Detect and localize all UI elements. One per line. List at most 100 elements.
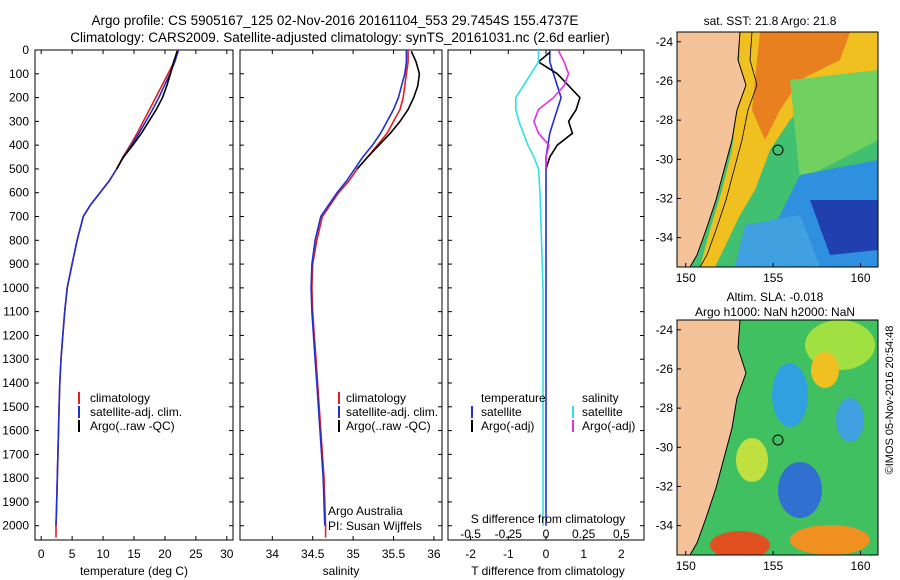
depth-tick-label: 1400 — [2, 376, 29, 390]
sst-coastline — [689, 32, 747, 267]
difference-top-tick-label: -0.5 — [460, 527, 481, 541]
depth-tick-label: 1900 — [2, 495, 29, 509]
depth-tick-label: 1100 — [3, 305, 29, 319]
depth-tick-label: 200 — [9, 91, 29, 105]
salinity-xtick-label: 34 — [266, 547, 280, 561]
depth-tick-label: 300 — [9, 114, 29, 128]
sst-map-title: sat. SST: 21.8 Argo: 21.8 — [704, 14, 837, 28]
salinity-xtick-label: 35 — [346, 547, 360, 561]
sla-map-title-line2: Argo h1000: NaN h2000: NaN — [695, 305, 855, 319]
sla-map-xtick-label: 160 — [851, 559, 871, 573]
sst-map-ytick-label: -24 — [656, 35, 674, 49]
difference-legend: temperature satellite Argo(-adj) salinit… — [471, 391, 635, 433]
sla-high-3 — [790, 525, 870, 555]
difference-line-temperature-argo-adj — [537, 51, 581, 170]
sla-high-4 — [710, 531, 770, 555]
depth-tick-label: 800 — [9, 233, 29, 247]
salinity-series — [310, 50, 421, 538]
temperature-xtick-label: 30 — [220, 547, 234, 561]
temperature-line-satellite-adj-clim — [55, 50, 180, 526]
difference-xtick-label: -2 — [465, 547, 476, 561]
sla-map-ytick-label: -26 — [656, 362, 674, 376]
temperature-xtick-label: 5 — [69, 547, 76, 561]
sla-map-frame — [676, 319, 879, 556]
temperature-xtick-label: 25 — [189, 547, 203, 561]
difference-xlabel-top: S difference from climatology — [471, 512, 626, 526]
sst-map-frame — [676, 31, 879, 268]
salinity-xtick-label: 35.5 — [382, 547, 406, 561]
temperature-line-climatology — [55, 50, 179, 538]
sla-map-title-line1: Altim. SLA: -0.018 — [727, 290, 824, 304]
sla-map-ytick-label: -24 — [656, 323, 674, 337]
sst-map-xtick-label: 155 — [763, 271, 783, 285]
legend-label-temperature-argo: Argo(-adj) — [481, 419, 534, 433]
difference-xtick-label: 1 — [580, 547, 587, 561]
sla-low-3 — [778, 462, 822, 518]
sst-map-ytick-label: -30 — [656, 152, 674, 166]
difference-xtick-label: -1 — [503, 547, 514, 561]
sla-map-ytick-label: -30 — [656, 440, 674, 454]
salinity-legend: climatology satellite-adj. clim. Argo(..… — [338, 391, 438, 433]
depth-tick-label: 600 — [9, 186, 29, 200]
difference-xlabel: T difference from climatology — [471, 564, 625, 578]
sst-map-ytick-label: -28 — [656, 113, 674, 127]
salinity-xtick-label: 36 — [427, 547, 441, 561]
salinity-line-argo-raw-qc — [356, 50, 421, 170]
depth-tick-label: 500 — [9, 162, 29, 176]
chart-title-line2: Climatology: CARS2009. Satellite-adjuste… — [70, 30, 610, 45]
depth-tick-label: 700 — [9, 210, 29, 224]
temperature-xtick-label: 0 — [38, 547, 45, 561]
depth-tick-label: 1700 — [2, 447, 29, 461]
sst-map-xtick-label: 150 — [676, 271, 696, 285]
sst-map-xtick-label: 160 — [851, 271, 871, 285]
depth-tick-label: 1800 — [2, 471, 29, 485]
legend-label-satellite: satellite-adj. clim. — [90, 405, 182, 419]
salinity-line-climatology — [311, 50, 409, 538]
salinity-axes — [239, 49, 443, 541]
difference-xtick-label: 2 — [618, 547, 625, 561]
legend-title-salinity: salinity — [582, 391, 619, 405]
argo-position-marker — [772, 144, 784, 156]
difference-top-tick-label: -0.25 — [495, 527, 523, 541]
sst-green-band — [790, 70, 878, 180]
depth-tick-label: 400 — [9, 138, 29, 152]
sla-map-ytick-label: -28 — [656, 401, 674, 415]
legend-label-salinity-satellite: satellite — [582, 405, 623, 419]
sla-map-xtick-label: 150 — [676, 559, 696, 573]
difference-top-tick-label: 0.5 — [613, 527, 630, 541]
sst-warm-core — [752, 32, 850, 140]
salinity-line-satellite-adj-clim — [310, 50, 408, 526]
depth-tick-label: 0 — [22, 43, 29, 57]
annotation-argo-australia: Argo Australia — [328, 504, 403, 518]
temperature-xtick-label: 15 — [127, 547, 141, 561]
temperature-xtick-label: 20 — [158, 547, 172, 561]
difference-line-temperature-satellite — [545, 50, 562, 526]
sst-warm-current — [700, 32, 878, 267]
sla-map-xtick-label: 155 — [763, 559, 783, 573]
depth-tick-label: 900 — [9, 257, 29, 271]
difference-top-tick-label: 0 — [543, 527, 550, 541]
legend-label-temperature-satellite: satellite — [481, 405, 522, 419]
temperature-axes — [34, 49, 234, 541]
sla-map — [677, 320, 878, 555]
temperature-xlabel: temperature (deg C) — [80, 564, 188, 578]
depth-tick-label: 1200 — [2, 328, 29, 342]
temperature-legend: climatology satellite-adj. clim. Argo(..… — [78, 391, 182, 433]
legend-label-argo: Argo(..raw -QC) — [90, 419, 175, 433]
depth-tick-label: 1000 — [2, 281, 29, 295]
salinity-xtick-label: 34.5 — [301, 547, 325, 561]
depth-tick-label: 2000 — [2, 519, 29, 533]
sst-map-ytick-label: -26 — [656, 74, 674, 88]
legend-title-temperature: temperature — [481, 391, 546, 405]
difference-line-salinity-argo-adj — [533, 50, 570, 169]
legend-label-climatology: climatology — [90, 391, 150, 405]
difference-top-tick-label: 0.25 — [572, 527, 596, 541]
difference-line-salinity-satellite — [514, 50, 544, 526]
sst-map-ytick-label: -34 — [656, 231, 674, 245]
imos-credit: ©IMOS 05-Nov-2016 20:54:48 — [884, 326, 896, 475]
sla-high-5 — [736, 438, 768, 482]
difference-xtick-label: 0 — [543, 547, 550, 561]
temperature-series — [55, 50, 180, 538]
temperature-line-argo-raw-qc — [116, 50, 179, 170]
argo-position-marker — [772, 434, 784, 446]
